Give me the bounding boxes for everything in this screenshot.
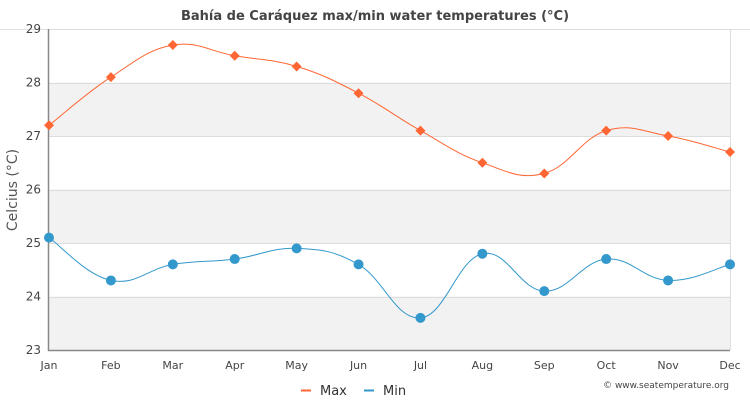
x-tick-label: Jan — [40, 359, 58, 372]
legend: Max Min — [301, 384, 406, 399]
y-tick-label: 26 — [26, 183, 41, 197]
data-point-max — [539, 168, 550, 179]
data-point-max — [415, 125, 426, 136]
data-point-min — [415, 312, 426, 323]
data-point-max — [229, 50, 240, 61]
data-point-min — [291, 243, 302, 254]
x-tick-label: May — [285, 359, 308, 372]
data-point-min — [601, 254, 612, 265]
x-tick-label: Mar — [162, 359, 183, 372]
y-axis-label: Celcius (°C) — [5, 149, 21, 231]
data-point-min — [725, 259, 735, 270]
data-point-max — [601, 125, 612, 136]
data-point-min — [167, 259, 178, 270]
data-point-min — [663, 275, 674, 286]
x-tick-label: Jul — [413, 359, 427, 372]
data-point-max — [291, 61, 302, 72]
plot-band — [49, 189, 730, 243]
data-point-max — [167, 40, 178, 51]
data-point-max — [725, 147, 735, 158]
series-min — [44, 232, 735, 323]
y-tick-label: 24 — [26, 290, 41, 304]
data-point-min — [477, 248, 488, 259]
chart-title: Bahía de Caráquez max/min water temperat… — [181, 9, 569, 24]
data-point-max — [663, 131, 674, 141]
series-max — [44, 40, 735, 179]
series-group — [44, 40, 735, 323]
y-tick-label: 27 — [26, 129, 41, 143]
plot-band — [49, 29, 730, 83]
y-tick-label: 28 — [26, 76, 41, 90]
data-point-min — [44, 232, 54, 243]
data-point-min — [539, 286, 550, 297]
y-tick-label: 23 — [26, 343, 41, 357]
data-point-max — [477, 157, 488, 168]
plot-band — [49, 82, 730, 136]
series-line-max — [48, 43, 731, 177]
x-axis-ticks: Jan Feb Mar Apr May Jun Jul Aug Sep Oct Nov Dec — [40, 359, 741, 372]
legend-label-min[interactable]: Min — [383, 384, 406, 399]
data-point-min — [229, 254, 240, 265]
plot-band — [49, 243, 730, 297]
x-tick-label: Apr — [225, 359, 245, 372]
plot-bands — [49, 29, 730, 350]
x-tick-label: Aug — [472, 359, 493, 372]
x-tick-label: Jun — [349, 359, 367, 372]
data-point-max — [44, 120, 54, 131]
y-tick-label: 29 — [26, 22, 41, 36]
x-tick-label: Dec — [719, 359, 740, 372]
legend-label-max[interactable]: Max — [320, 384, 347, 399]
data-point-min — [105, 275, 116, 286]
y-tick-label: 25 — [26, 236, 41, 250]
data-point-max — [353, 88, 364, 99]
x-tick-label: Oct — [597, 359, 617, 372]
data-point-max — [105, 72, 116, 83]
plot-band — [49, 296, 730, 350]
x-tick-label: Nov — [657, 359, 679, 372]
credit-text: © www.seatemperature.org — [603, 381, 729, 391]
x-tick-label: Feb — [101, 359, 120, 372]
data-point-min — [353, 259, 364, 270]
y-axis-ticks: 23 24 25 26 27 28 29 — [26, 22, 41, 357]
plot-band — [49, 136, 730, 190]
x-tick-label: Sep — [534, 359, 555, 372]
